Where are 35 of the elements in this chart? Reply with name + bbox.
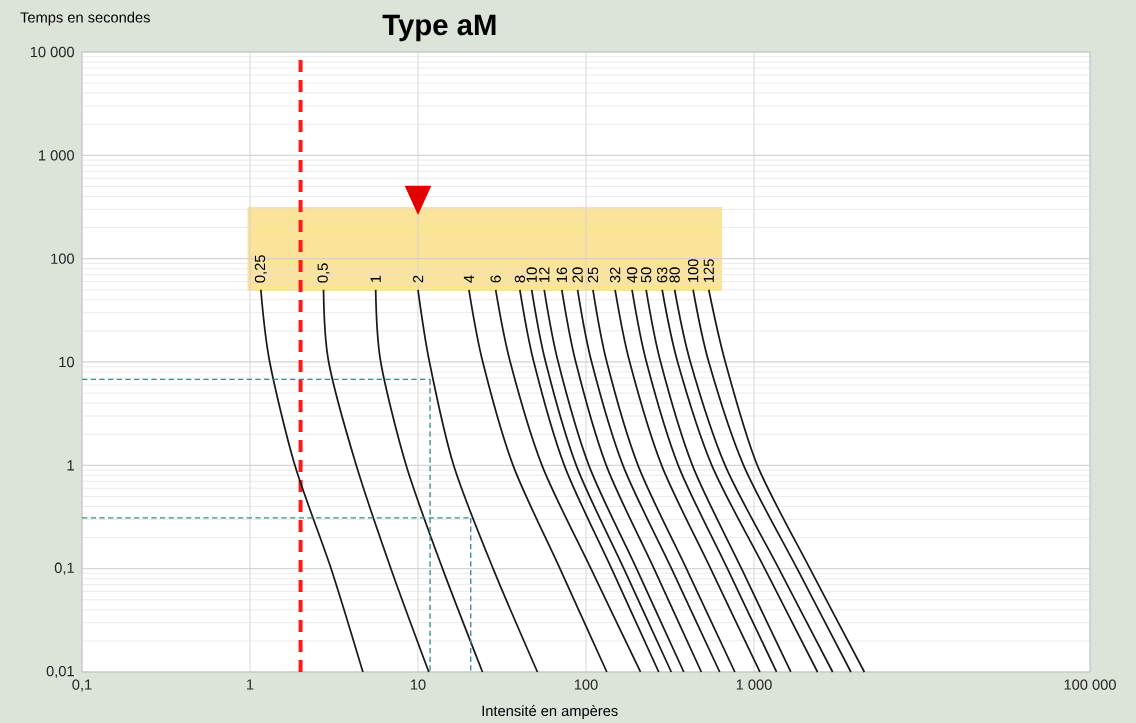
y-tick-label: 1 [67, 460, 74, 471]
text: 0,25 [254, 255, 267, 283]
y-tick-label: 10 [59, 356, 75, 368]
text: 2 [412, 275, 424, 283]
text: 10 [526, 267, 537, 282]
text: 32 [609, 267, 621, 283]
y-tick-label: 0,1 [54, 562, 74, 575]
y-tick-label: 0,01 [46, 665, 74, 678]
x-tick-label: 1 [247, 679, 254, 690]
y-tick-label: 100 [51, 253, 75, 264]
text: 40 [626, 267, 638, 283]
text: 50 [640, 267, 652, 283]
x-tick-label: 0,1 [72, 679, 92, 692]
x-tick-label: 1 000 [736, 679, 772, 690]
text: 12 [539, 267, 550, 282]
text: 0,5 [317, 263, 330, 283]
x-tick-label: 100 000 [1064, 679, 1116, 690]
text: 125 [703, 259, 714, 282]
text: 25 [587, 267, 599, 283]
text: 20 [572, 267, 583, 283]
text: 100 [687, 259, 699, 282]
text: 63 [656, 267, 668, 283]
text: 1 [370, 275, 381, 282]
text: 8 [514, 275, 526, 283]
chart-title: Type aM [382, 14, 496, 41]
y-tick-label: 1 000 [39, 149, 75, 161]
x-tick-label: 100 [574, 679, 598, 690]
text: 80 [669, 267, 680, 283]
x-tick-label: 10 [410, 679, 426, 690]
text: 4 [463, 275, 474, 283]
y-axis-title: Temps en secondes [20, 11, 150, 26]
x-axis-title: Intensité en ampères [482, 704, 618, 719]
text: 16 [556, 267, 568, 282]
text: 6 [490, 275, 501, 283]
y-tick-label: 10 000 [30, 46, 75, 58]
